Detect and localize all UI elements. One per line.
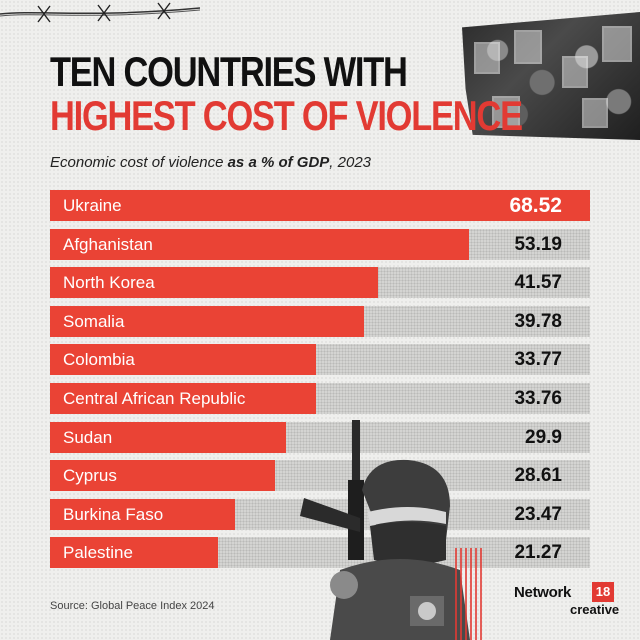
bar-chart: Ukraine 68.52 Afghanistan 53.19 North Korea 4… bbox=[50, 190, 590, 575]
bar-row: Cyprus 28.61 bbox=[50, 460, 590, 492]
category-label: Colombia bbox=[63, 350, 135, 370]
bar-row: Ukraine 68.52 bbox=[50, 190, 590, 221]
chart-subtitle: Economic cost of violence as a % of GDP,… bbox=[50, 154, 371, 171]
subtitle-part-2: , 2023 bbox=[329, 154, 372, 171]
data-label: 68.52 bbox=[509, 194, 562, 217]
source-note: Source: Global Peace Index 2024 bbox=[50, 600, 215, 612]
data-label: 23.47 bbox=[514, 503, 562, 525]
bar bbox=[50, 383, 316, 414]
category-label: Cyprus bbox=[63, 466, 117, 486]
logo-sub: creative bbox=[570, 602, 620, 617]
bar bbox=[50, 344, 316, 376]
bar bbox=[50, 190, 590, 221]
bar-row: Afghanistan 53.19 bbox=[50, 228, 590, 260]
data-label: 21.27 bbox=[514, 542, 562, 564]
category-label: Somalia bbox=[63, 311, 125, 331]
category-label: Ukraine bbox=[63, 196, 122, 215]
bar bbox=[50, 305, 364, 337]
bar bbox=[50, 460, 275, 492]
data-label: 29.9 bbox=[525, 426, 562, 448]
barbed-wire-decoration bbox=[0, 2, 200, 23]
data-label: 39.78 bbox=[514, 310, 562, 332]
category-label: Sudan bbox=[63, 427, 113, 447]
protest-photo-collage bbox=[462, 12, 640, 140]
bar bbox=[50, 228, 469, 260]
decorative-stripes bbox=[455, 548, 485, 640]
bar-row: Central African Republic 33.76 bbox=[50, 383, 590, 414]
bar bbox=[50, 537, 218, 569]
bar-row: North Korea 41.57 bbox=[50, 267, 590, 299]
title-line-2: HIGHEST COST OF VIOLENCE bbox=[50, 92, 523, 139]
data-label: 53.19 bbox=[514, 233, 562, 255]
bar-row: Sudan 29.9 bbox=[50, 421, 590, 453]
subtitle-part-1: Economic cost of violence bbox=[50, 154, 228, 171]
category-label: North Korea bbox=[63, 273, 155, 293]
bar-row: Burkina Faso 23.47 bbox=[50, 498, 590, 530]
page-title: TEN COUNTRIES WITH HIGHEST COST OF VIOLE… bbox=[50, 48, 523, 139]
data-label: 33.77 bbox=[514, 349, 562, 371]
subtitle-bold: as a % of GDP bbox=[227, 154, 330, 171]
bar bbox=[50, 421, 286, 453]
bar-row: Palestine 21.27 bbox=[50, 537, 590, 569]
soldier-silhouette-image bbox=[300, 420, 470, 640]
data-label: 41.57 bbox=[514, 272, 562, 294]
category-label: Central African Republic bbox=[63, 389, 246, 408]
bar bbox=[50, 498, 235, 530]
category-label: Afghanistan bbox=[63, 234, 153, 254]
network18-creative-logo: Network 18 creative bbox=[514, 582, 619, 622]
data-label: 28.61 bbox=[514, 465, 562, 487]
title-line-1: TEN COUNTRIES WITH bbox=[50, 48, 408, 95]
bar-row: Somalia 39.78 bbox=[50, 305, 590, 337]
category-label: Burkina Faso bbox=[63, 504, 164, 524]
bar bbox=[50, 267, 378, 299]
data-label: 33.76 bbox=[514, 388, 562, 409]
bar-row: Colombia 33.77 bbox=[50, 344, 590, 376]
logo-brand: Network bbox=[514, 584, 572, 601]
category-label: Palestine bbox=[63, 543, 133, 563]
logo-number: 18 bbox=[592, 582, 614, 602]
